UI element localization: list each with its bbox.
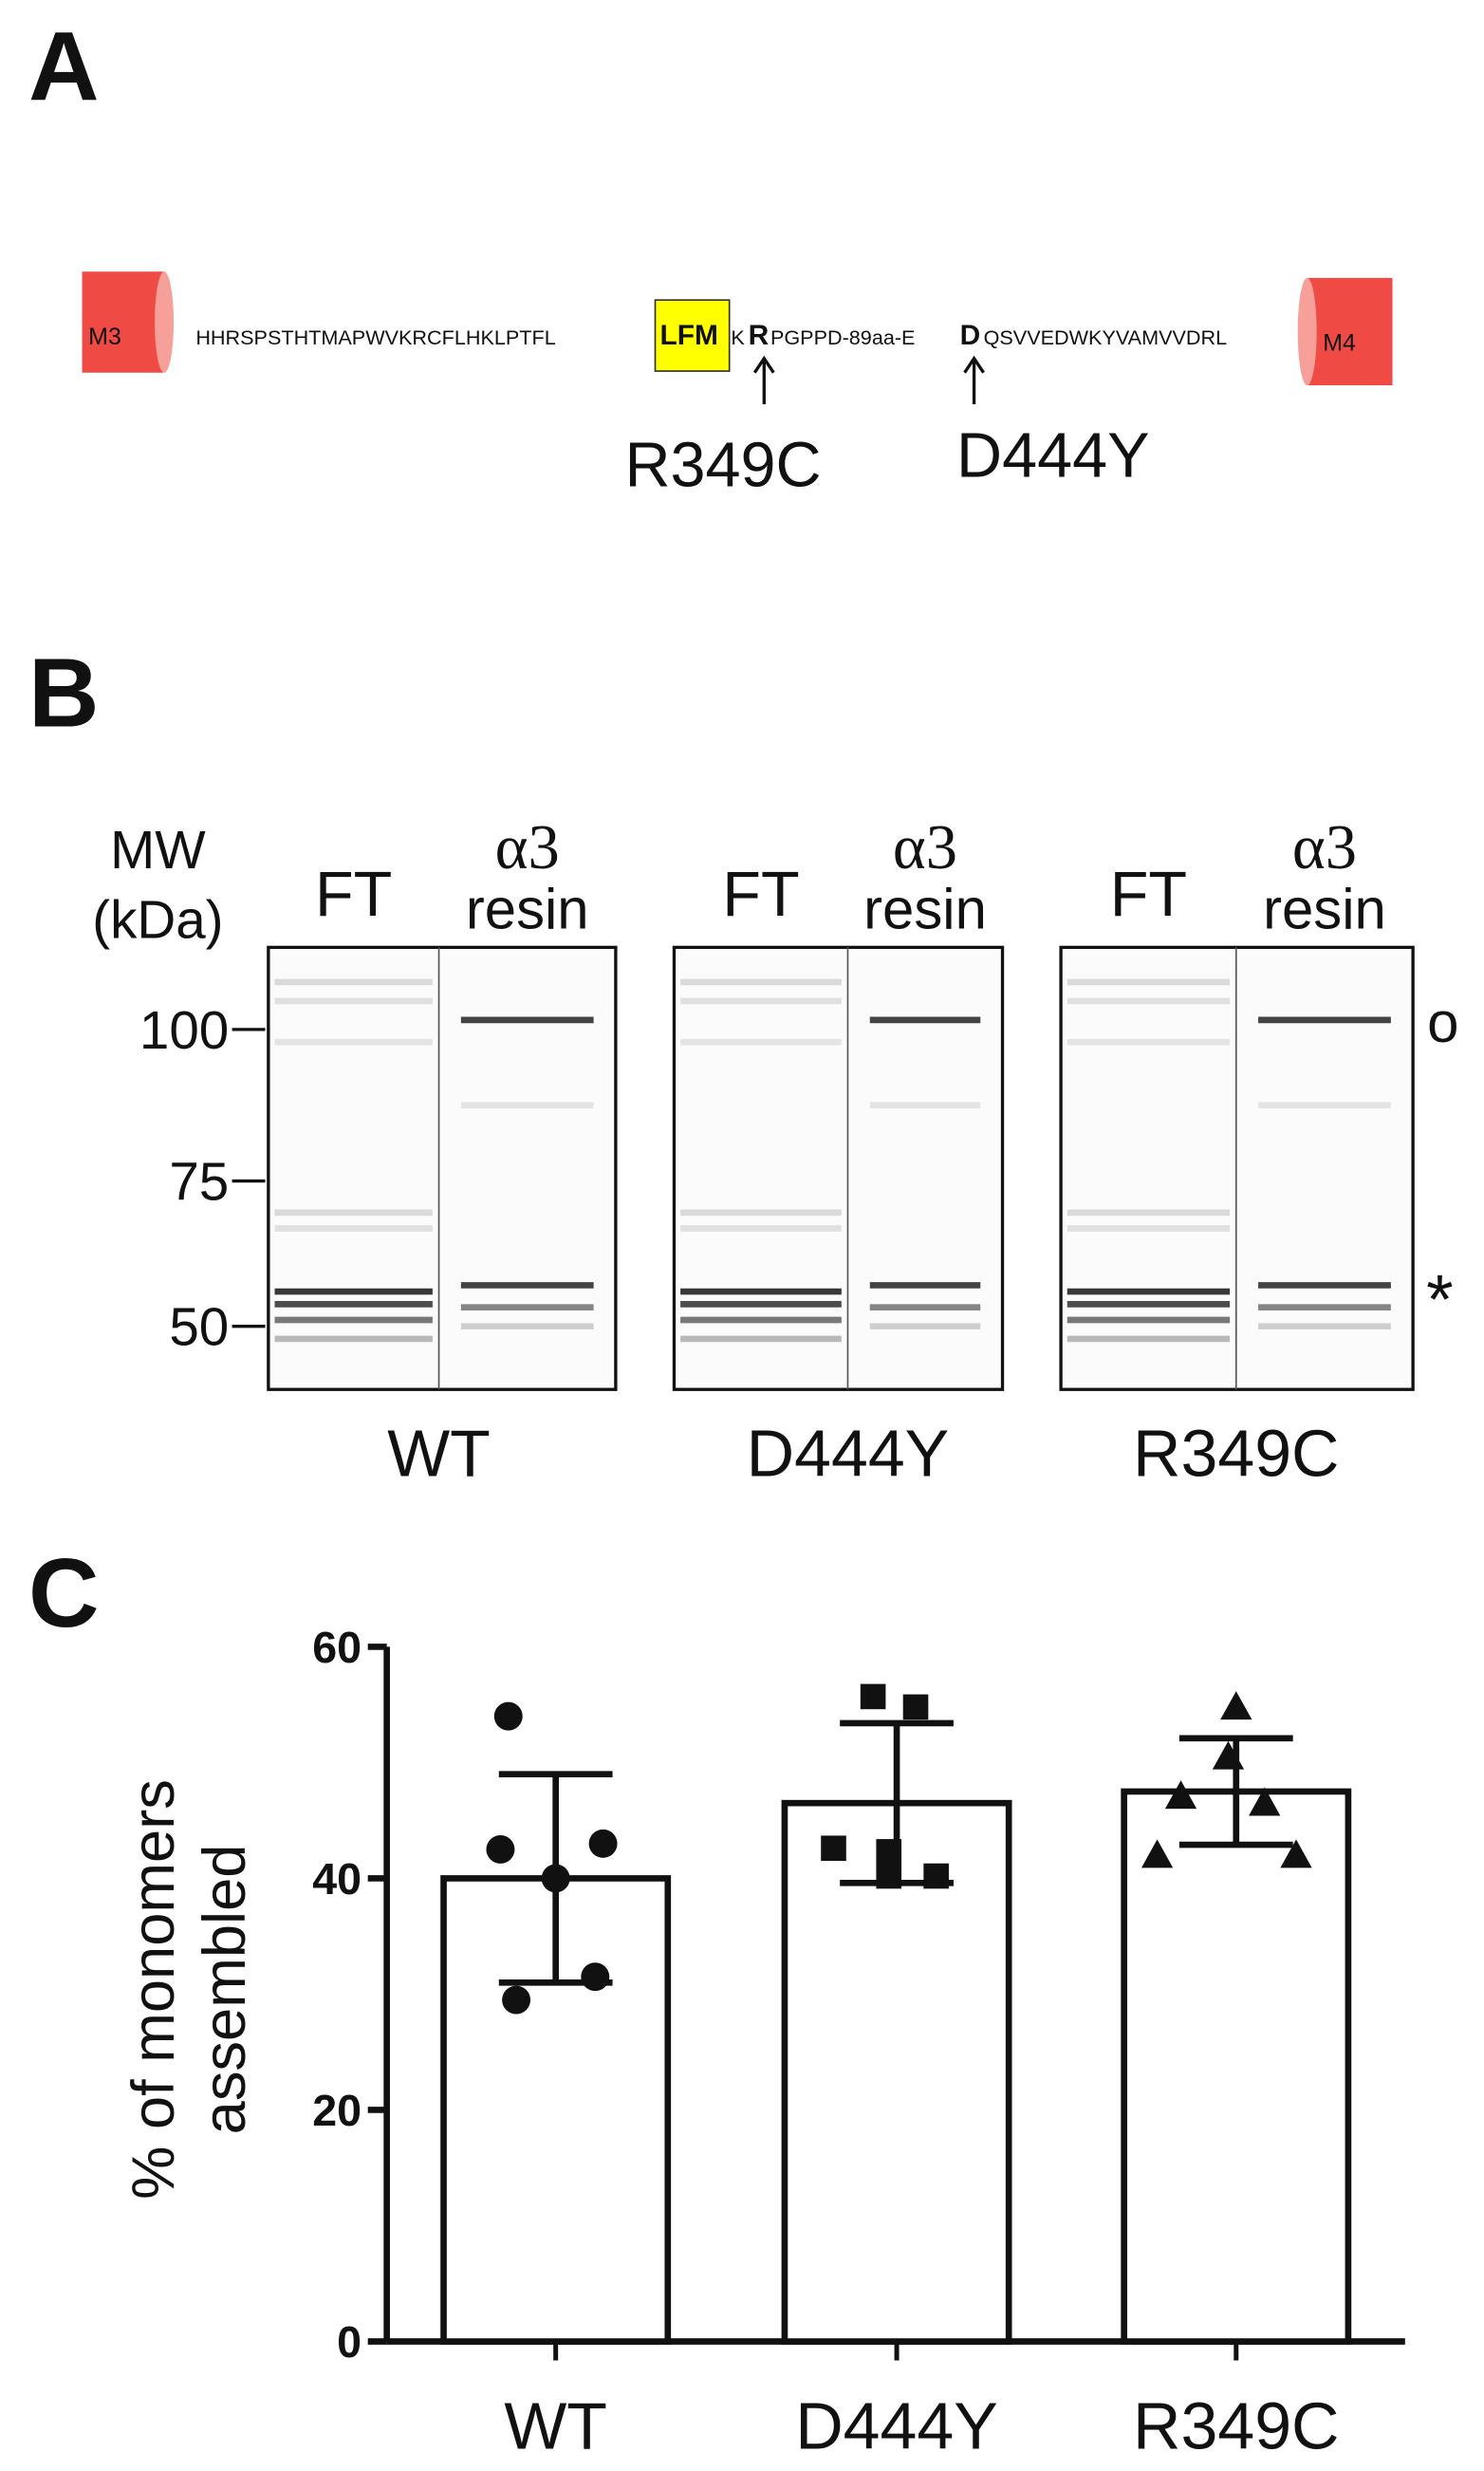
helix-end — [1297, 277, 1317, 386]
mw-title: MW — [110, 820, 206, 880]
sample-label: WT — [387, 1417, 491, 1491]
lane-header: resin — [863, 877, 987, 940]
helix-label: M4 — [1323, 329, 1356, 356]
mw-marker: 50 — [169, 1297, 229, 1357]
y-tick-label: 60 — [312, 1623, 362, 1672]
y-tick-label: 0 — [337, 2317, 362, 2367]
helix-end — [155, 271, 175, 373]
data-point — [1212, 1740, 1245, 1770]
helix — [1307, 277, 1393, 386]
lane-header: resin — [466, 877, 589, 940]
sequence-part: QSVVEDWKYVAMVVDRL — [984, 325, 1228, 349]
helix — [82, 271, 165, 373]
y-axis-title-line: assembled — [192, 1845, 258, 2135]
data-point — [1220, 1691, 1252, 1720]
band-symbol: o — [1427, 991, 1458, 1054]
data-point — [821, 1835, 846, 1862]
sequence-part: K — [731, 325, 745, 349]
panel-label: B — [28, 638, 100, 747]
sample-label: R349C — [1133, 1417, 1340, 1491]
y-axis-title-line: % of monomers — [121, 1779, 187, 2200]
data-point — [902, 1694, 929, 1720]
data-point — [581, 1962, 610, 1992]
arrow — [963, 355, 985, 404]
panel-label: A — [28, 11, 100, 121]
mutation-label: D444Y — [956, 421, 1149, 492]
band-symbol: * — [1426, 1260, 1453, 1338]
helix-label: M3 — [88, 324, 121, 350]
data-point — [876, 1839, 902, 1865]
y-tick-label: 20 — [312, 2086, 362, 2135]
mw-marker: 100 — [139, 1000, 229, 1060]
sequence: HHRSPSTHTMAPWVKRCFLHKLPTFL LFM K R PGPPD… — [195, 320, 1227, 351]
data-point — [541, 1864, 570, 1893]
mw-marker: 75 — [169, 1152, 229, 1212]
sequence-residue: R — [749, 320, 770, 351]
plot: 0 20 40 60 WT D444Y R349C — [312, 1623, 1405, 2463]
mutation-label: R349C — [624, 431, 821, 501]
lane-header: FT — [315, 860, 392, 930]
sequence-motif: LFM — [659, 320, 718, 351]
data-point — [1249, 1787, 1281, 1816]
data-point — [502, 1985, 531, 2015]
bar — [781, 1799, 1012, 2345]
data-point — [588, 1829, 618, 1858]
lane-header: α3 — [495, 813, 560, 882]
lane-header: α3 — [893, 813, 957, 882]
arrow — [752, 355, 775, 404]
bar — [1121, 1788, 1352, 2345]
lane-header: α3 — [1292, 813, 1357, 882]
x-tick-label: D444Y — [795, 2389, 998, 2463]
data-point — [1164, 1780, 1197, 1810]
arrows — [752, 355, 985, 404]
data-point — [1280, 1839, 1312, 1868]
data-point — [876, 1863, 902, 1889]
lane-header: FT — [1110, 860, 1187, 930]
data-point — [1141, 1839, 1174, 1868]
data-point — [493, 1701, 523, 1731]
sample-label: D444Y — [747, 1417, 950, 1491]
mw-ticks — [232, 1028, 266, 1328]
sequence-part: PGPPD-89aa-E — [770, 325, 916, 349]
lane-header: FT — [722, 860, 799, 930]
x-tick-label: WT — [504, 2389, 607, 2463]
data-point — [860, 1683, 886, 1710]
lane-header: resin — [1263, 877, 1386, 940]
data-point — [923, 1863, 949, 1889]
sequence-residue: D — [960, 320, 981, 351]
panel-label: C — [28, 1538, 100, 1647]
data-point — [486, 1834, 515, 1864]
x-tick-label: R349C — [1133, 2389, 1340, 2463]
sequence-part: HHRSPSTHTMAPWVKRCFLHKLPTFL — [195, 325, 555, 349]
y-tick-label: 40 — [312, 1854, 362, 1904]
y-axis-title: % of monomers assembled — [121, 1779, 258, 2200]
mw-title: (kDa) — [92, 889, 223, 949]
highlight-box — [654, 299, 731, 372]
